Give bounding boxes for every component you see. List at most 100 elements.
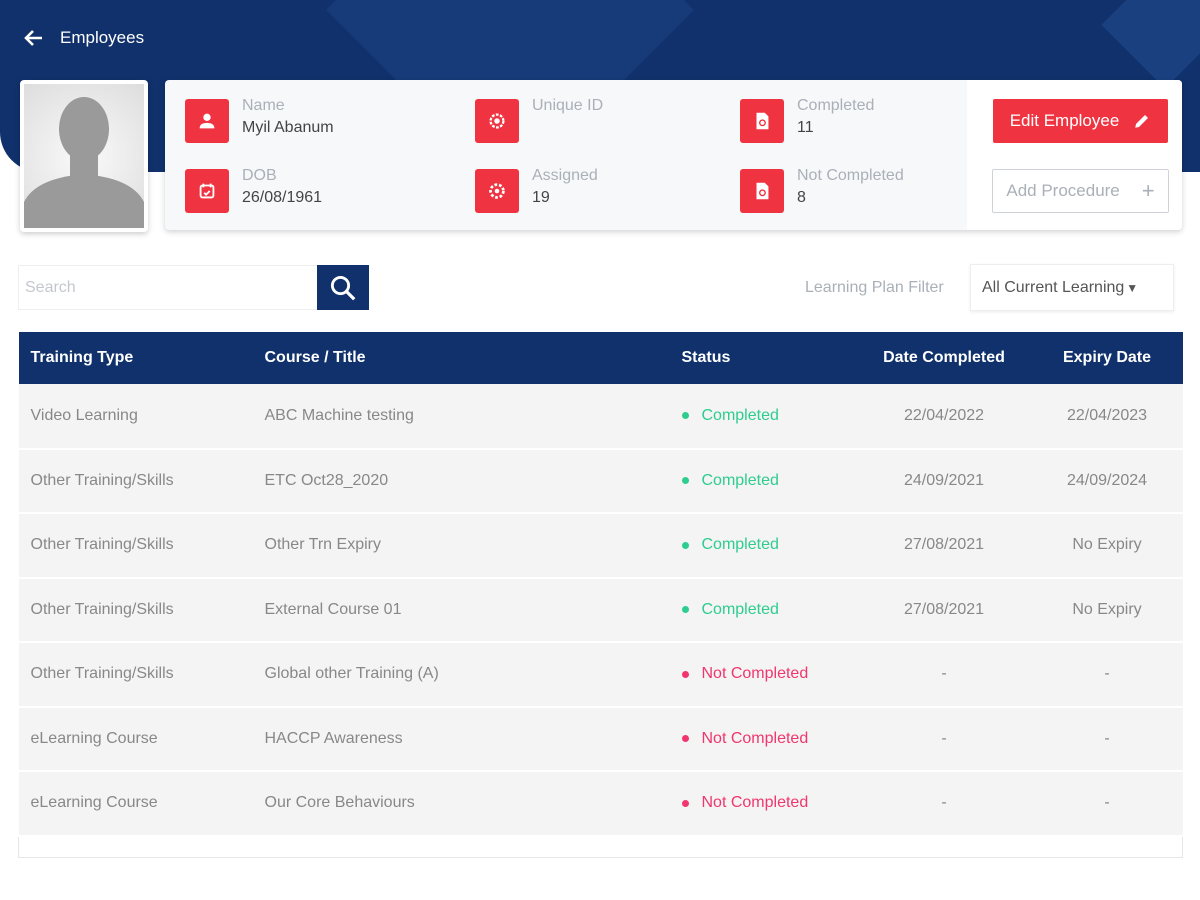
expiry-date: 24/09/2024 — [1031, 448, 1183, 514]
course-title: ETC Oct28_2020 — [264, 448, 682, 514]
info-value: Myil Abanum — [242, 119, 334, 136]
status-dot-icon — [681, 412, 689, 420]
date-completed: - — [856, 642, 1032, 708]
calendar-icon — [185, 169, 229, 213]
course-title: Other Trn Expiry — [264, 513, 682, 579]
expiry-date: 22/04/2023 — [1031, 384, 1183, 450]
table-row[interactable]: eLearning Course HACCP Awareness Not Com… — [18, 706, 1183, 772]
avatar — [20, 80, 148, 232]
filter-selected-value: All Current Learning — [982, 278, 1125, 296]
date-completed: 27/08/2021 — [856, 577, 1032, 643]
course-title: External Course 01 — [264, 577, 682, 643]
training-type: Other Training/Skills — [18, 448, 265, 514]
learning-plan-filter-select[interactable]: All Current Learning ▼ — [970, 264, 1174, 311]
info-label: Unique ID — [532, 97, 604, 114]
info-name: Name Myil Abanum — [185, 97, 334, 143]
info-label: Completed — [797, 97, 875, 114]
status-badge: Completed — [701, 471, 779, 489]
info-label: Name — [242, 97, 285, 114]
status-badge: Completed — [701, 536, 779, 554]
expiry-date: No Expiry — [1031, 577, 1183, 643]
training-type: Other Training/Skills — [18, 642, 265, 708]
status-cell: Not Completed — [681, 771, 857, 837]
status-dot-icon — [681, 735, 689, 743]
training-type: eLearning Course — [18, 706, 265, 772]
person-silhouette-icon — [24, 97, 144, 228]
training-type: eLearning Course — [18, 771, 265, 837]
course-title: Global other Training (A) — [264, 642, 682, 708]
status-badge: Completed — [701, 600, 779, 618]
column-header[interactable]: Date Completed — [883, 349, 1005, 366]
edit-employee-label: Edit Employee — [1009, 111, 1120, 130]
status-badge: Not Completed — [701, 665, 809, 683]
expiry-date: No Expiry — [1031, 513, 1183, 579]
edit-employee-button[interactable]: Edit Employee — [993, 99, 1168, 143]
caret-down-icon: ▼ — [1126, 280, 1139, 295]
table-row[interactable]: eLearning Course Our Core Behaviours Not… — [18, 771, 1183, 837]
column-header[interactable]: Course / Title — [264, 349, 366, 366]
status-cell: Completed — [681, 577, 857, 643]
info-unique-id: Unique ID — [475, 97, 604, 143]
course-title: HACCP Awareness — [264, 706, 682, 772]
document-icon — [740, 99, 784, 143]
course-title: Our Core Behaviours — [264, 771, 682, 837]
status-dot-icon — [681, 477, 689, 485]
status-cell: Completed — [681, 448, 857, 514]
column-header[interactable]: Status — [681, 349, 731, 366]
expiry-date: - — [1031, 642, 1183, 708]
expiry-date: - — [1031, 771, 1183, 837]
info-label: DOB — [242, 167, 277, 184]
table-row[interactable]: Other Training/Skills Global other Train… — [18, 642, 1183, 708]
date-completed: 24/09/2021 — [856, 448, 1032, 514]
info-label: Not Completed — [797, 167, 904, 184]
status-cell: Not Completed — [681, 706, 857, 772]
expiry-date: - — [1031, 706, 1183, 772]
date-completed: - — [856, 771, 1032, 837]
back-link[interactable]: Employees — [22, 26, 144, 50]
info-value: 8 — [797, 189, 806, 206]
status-dot-icon — [681, 670, 689, 678]
add-procedure-button[interactable]: Add Procedure + — [992, 169, 1169, 213]
date-completed: - — [856, 706, 1032, 772]
course-title: ABC Machine testing — [264, 384, 682, 450]
info-not-completed: Not Completed 8 — [740, 167, 904, 213]
status-cell: Not Completed — [681, 642, 857, 708]
training-table: Training Type Course / Title Status Date… — [18, 332, 1183, 858]
date-completed: 27/08/2021 — [856, 513, 1032, 579]
info-dob: DOB 26/08/1961 — [185, 167, 322, 213]
gear-icon — [475, 169, 519, 213]
column-header[interactable]: Expiry Date — [1062, 349, 1152, 366]
employee-summary-card: Name Myil Abanum DOB 26/08/1961 Unique I… — [165, 80, 1182, 230]
table-row[interactable]: Other Training/Skills ETC Oct28_2020 Com… — [18, 448, 1183, 514]
filter-label: Learning Plan Filter — [805, 279, 944, 296]
search-input[interactable] — [18, 265, 318, 310]
status-badge: Completed — [701, 406, 779, 424]
status-dot-icon — [681, 606, 689, 614]
info-value: 11 — [797, 119, 814, 136]
search-icon — [330, 275, 356, 300]
plus-icon: + — [1141, 178, 1155, 203]
info-assigned: Assigned 19 — [475, 167, 598, 213]
table-row[interactable]: Video Learning ABC Machine testing Compl… — [18, 384, 1183, 450]
status-cell: Completed — [681, 513, 857, 579]
table-row[interactable]: Other Training/Skills Other Trn Expiry C… — [18, 513, 1183, 579]
column-header[interactable]: Training Type — [30, 349, 134, 366]
training-type: Other Training/Skills — [18, 513, 265, 579]
table-row[interactable]: Other Training/Skills External Course 01… — [18, 577, 1183, 643]
training-type: Video Learning — [18, 384, 265, 450]
info-completed: Completed 11 — [740, 97, 875, 143]
search-button[interactable] — [317, 265, 369, 310]
status-badge: Not Completed — [701, 794, 809, 812]
arrow-left-icon — [24, 30, 42, 46]
info-value: 19 — [532, 189, 550, 206]
table-header-row: Training Type Course / Title Status Date… — [18, 332, 1183, 384]
status-badge: Not Completed — [701, 729, 809, 747]
badge-icon — [475, 99, 519, 143]
table-empty-row — [18, 835, 1183, 858]
back-label: Employees — [60, 28, 145, 47]
user-icon — [185, 99, 229, 143]
document-icon — [740, 169, 784, 213]
date-completed: 22/04/2022 — [856, 384, 1032, 450]
add-procedure-label: Add Procedure — [1006, 181, 1120, 200]
pencil-icon — [1135, 115, 1149, 128]
